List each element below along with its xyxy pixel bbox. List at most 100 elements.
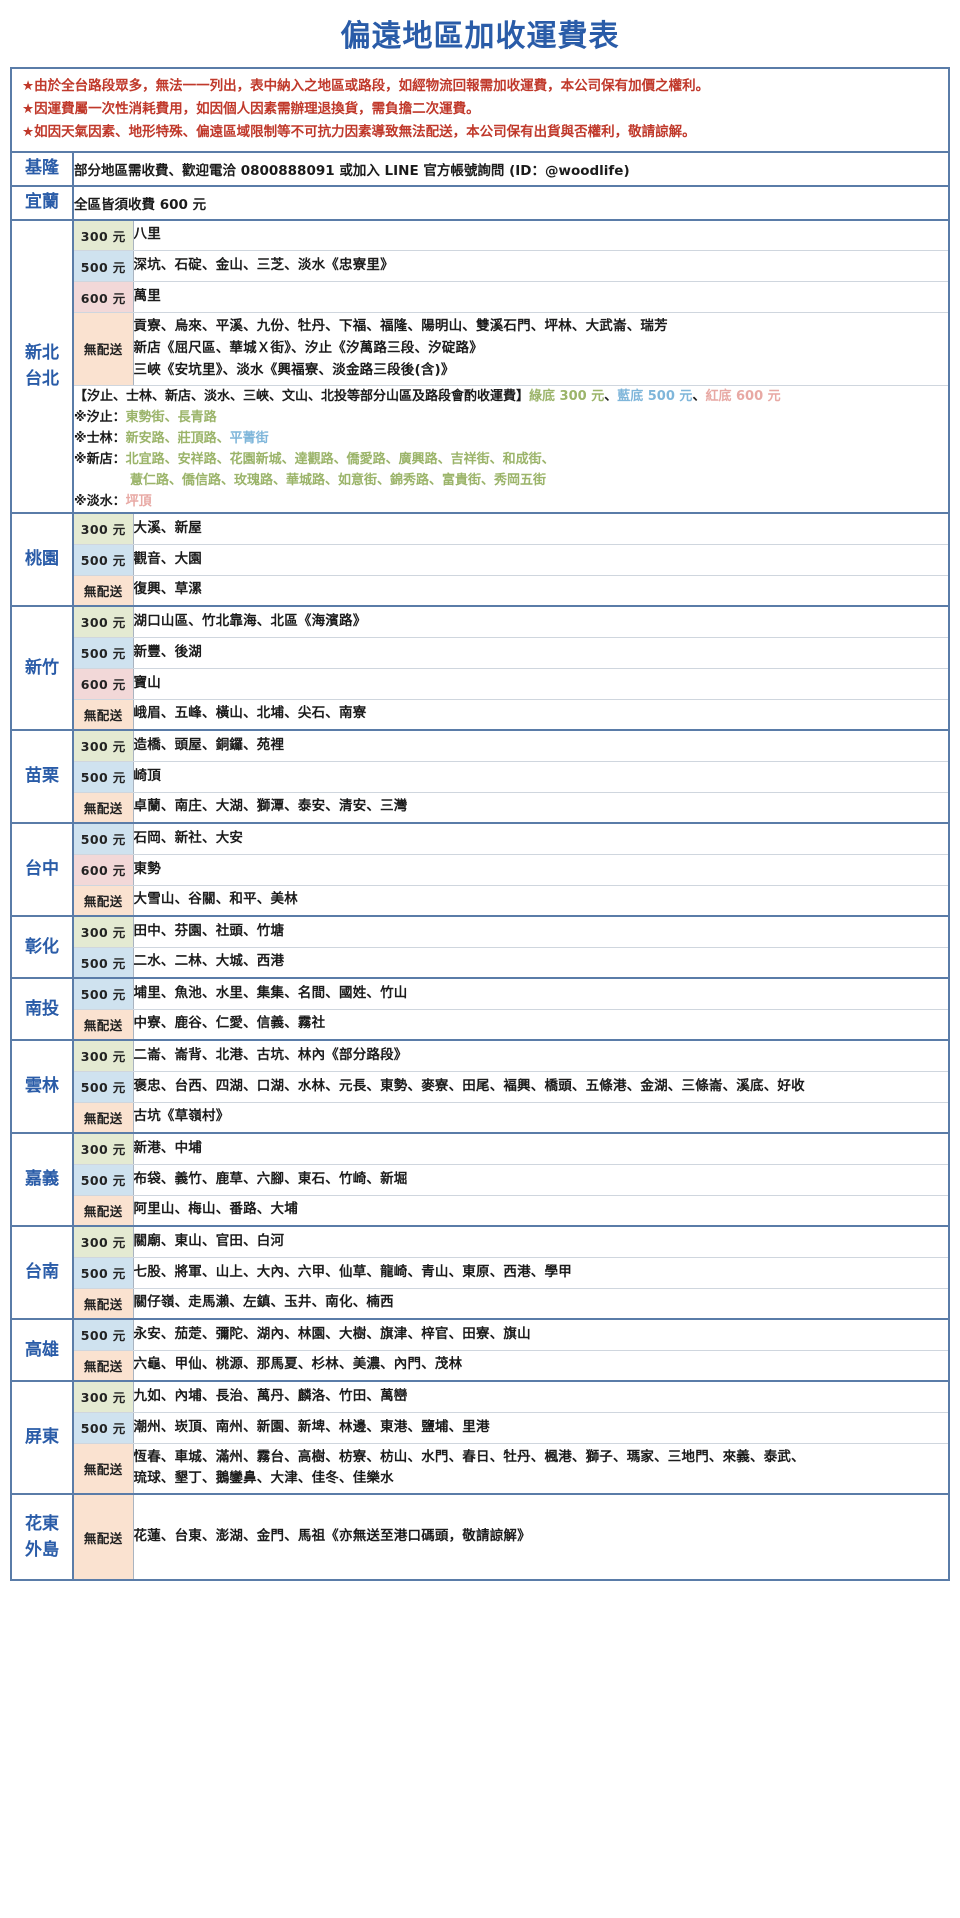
- area-cell: 六龜、甲仙、桃源、那馬夏、杉林、美濃、內門、茂林: [133, 1350, 949, 1381]
- area-cell: 東勢: [133, 854, 949, 886]
- table-row: 基隆 部分地區需收費、歡迎電洽 0800888091 或加入 LINE 官方帳號詢…: [11, 150, 949, 187]
- price-cell: 300 元: [73, 729, 134, 762]
- region-note: 全區皆須收費 600 元: [73, 184, 949, 221]
- special-note-item: ※汐止：東勢街、長青路: [74, 407, 948, 428]
- area-line: 琉球、墾丁、鵝鑾鼻、大津、佳冬、佳樂水: [133, 1470, 394, 1487]
- area-cell: 埔里、魚池、水里、集集、名間、國姓、竹山: [133, 977, 949, 1010]
- area-cell: 布袋、義竹、鹿草、六腳、東石、竹崎、新堀: [133, 1164, 949, 1196]
- area-cell: 關廟、東山、官田、白河: [133, 1225, 949, 1258]
- area-cell: 褒忠、台西、四湖、口湖、水林、元長、東勢、麥寮、田尾、褔興、橋頭、五條港、金湖、…: [133, 1071, 949, 1103]
- area-line: 新豐、後湖: [133, 643, 202, 660]
- area-line: 東勢: [133, 860, 161, 877]
- table-row: 台南 300 元關廟、東山、官田、白河: [11, 1225, 949, 1320]
- table-row: 無配送 卓蘭、南庄、大湖、獅潭、泰安、清安、三灣: [11, 792, 949, 824]
- region-label: 新竹: [11, 605, 74, 731]
- green-streets: 東勢街、長青路: [125, 409, 217, 425]
- price-cell: 300 元: [73, 1039, 134, 1072]
- area-cell: 關仔嶺、走馬瀨、左鎮、玉井、南化、楠西: [133, 1288, 949, 1319]
- table-row: 600 元寶山: [11, 668, 949, 700]
- legend-green: 綠底 300 元: [529, 388, 605, 404]
- table-row: 宜蘭 全區皆須收費 600 元: [11, 184, 949, 221]
- area-cell: 復興、草漯: [133, 575, 949, 606]
- price-cell: 500 元: [73, 761, 134, 793]
- area-line: 二崙、崙背、北港、古坑、林內《部分路段》: [133, 1046, 408, 1063]
- notice-line-2: ★因運費屬一次性消耗費用，如因個人因素需辦理退換貨，需負擔二次運費。: [22, 101, 480, 118]
- price-cell: 300 元: [73, 1225, 134, 1258]
- area-cell: 九如、內埔、長治、萬丹、麟洛、竹田、萬巒: [133, 1380, 949, 1413]
- price-cell: 500 元: [73, 977, 134, 1010]
- area-line: 新店《屈尺區、華城Ｘ街》、汐止《汐萬路三段、汐碇路》: [133, 340, 483, 357]
- table-row: 500 元新豐、後湖: [11, 637, 949, 669]
- table-row: 桃園 300 元大溪、新屋: [11, 512, 949, 607]
- price-cell: 無配送: [73, 1102, 134, 1134]
- table-row: 屏東 300 元九如、內埔、長治、萬丹、麟洛、竹田、萬巒: [11, 1380, 949, 1495]
- price-cell: 300 元: [73, 512, 134, 545]
- area-cell: 造橋、頭屋、銅鑼、苑裡: [133, 729, 949, 762]
- area-cell: 深坑、石碇、金山、三芝、淡水《忠寮里》: [133, 250, 949, 283]
- region-label: 苗栗: [11, 729, 74, 824]
- table-row: 嘉義 300 元新港、中埔: [11, 1132, 949, 1227]
- special-legend: 【汐止、士林、新店、淡水、三峽、文山、北投等部分山區及路段會酌收運費】綠底 30…: [74, 386, 948, 407]
- table-row: 無配送 阿里山、梅山、番路、大埔: [11, 1195, 949, 1227]
- table-row: 600 元東勢: [11, 854, 949, 886]
- area-line: 石岡、新社、大安: [133, 829, 244, 846]
- area-cell: 恆春、車城、滿州、霧台、高樹、枋寮、枋山、水門、春日、牡丹、楓港、獅子、瑪家、三…: [133, 1443, 949, 1494]
- red-streets: 坪頂: [125, 493, 152, 509]
- table-row: 500 元布袋、義竹、鹿草、六腳、東石、竹崎、新堀: [11, 1164, 949, 1196]
- area-cell: 崎頂: [133, 761, 949, 793]
- price-cell: 500 元: [73, 1164, 134, 1196]
- region-label: 高雄: [11, 1318, 74, 1382]
- price-cell: 500 元: [73, 544, 134, 576]
- region-label: 花東 外島: [11, 1493, 74, 1581]
- table-row: 500 元七股、將軍、山上、大內、六甲、仙草、龍崎、青山、東原、西港、學甲: [11, 1257, 949, 1289]
- region-label: 屏東: [11, 1380, 74, 1495]
- table-row: 500 元潮州、崁頂、南州、新園、新埤、林邊、東港、鹽埔、里港: [11, 1412, 949, 1444]
- area-line: 阿里山、梅山、番路、大埔: [133, 1201, 298, 1218]
- area-line: 深坑、石碇、金山、三芝、淡水《忠寮里》: [133, 257, 394, 274]
- area-line: 埔里、魚池、水里、集集、名間、國姓、竹山: [133, 984, 408, 1001]
- table-row: 無配送 貢寮、烏來、平溪、九份、牡丹、下福、福隆、陽明山、雙溪石門、坪林、大武崙、…: [11, 312, 949, 386]
- table-row: 苗栗 300 元造橋、頭屋、銅鑼、苑裡: [11, 729, 949, 824]
- area-line: 卓蘭、南庄、大湖、獅潭、泰安、清安、三灣: [133, 798, 408, 815]
- area-line: 潮州、崁頂、南州、新園、新埤、林邊、東港、鹽埔、里港: [133, 1418, 490, 1435]
- table-row: 彰化 300 元田中、芬園、社頭、竹塘: [11, 915, 949, 979]
- notice-line-3: ★如因天氣因素、地形特殊、偏遠區域限制等不可抗力因素導致無法配送，本公司保有出貨…: [22, 124, 696, 141]
- special-note-row: 【汐止、士林、新店、淡水、三峽、文山、北投等部分山區及路段會酌收運費】綠底 30…: [11, 384, 949, 514]
- region-label: 彰化: [11, 915, 74, 979]
- page-title: 偏遠地區加收運費表: [340, 19, 620, 54]
- special-note-label: ※淡水：: [74, 493, 126, 509]
- table-row: 500 元褒忠、台西、四湖、口湖、水林、元長、東勢、麥寮、田尾、褔興、橋頭、五條…: [11, 1071, 949, 1103]
- price-cell: 500 元: [73, 1071, 134, 1103]
- table-row: 新北 台北 300 元八里: [11, 218, 949, 514]
- area-cell: 貢寮、烏來、平溪、九份、牡丹、下福、福隆、陽明山、雙溪石門、坪林、大武崙、瑞芳新…: [133, 312, 949, 386]
- price-cell: 600 元: [73, 281, 134, 314]
- area-cell: 寶山: [133, 668, 949, 700]
- area-cell: 石岡、新社、大安: [133, 822, 949, 855]
- area-line: 貢寮、烏來、平溪、九份、牡丹、下福、福隆、陽明山、雙溪石門、坪林、大武崙、瑞芳: [133, 318, 668, 335]
- legend-red: 紅底 600 元: [705, 388, 781, 404]
- price-cell: 300 元: [73, 218, 134, 252]
- region-label: 宜蘭: [11, 184, 74, 220]
- region-label: 新北 台北: [11, 218, 74, 514]
- area-line: 八里: [133, 226, 161, 243]
- area-cell: 觀音、大園: [133, 544, 949, 576]
- special-note-item: 薏仁路、僑信路、玫瑰路、華城路、如意街、錦秀路、富貴街、秀岡五街: [74, 470, 948, 491]
- price-cell: 500 元: [73, 822, 134, 855]
- area-cell: 湖口山區、竹北靠海、北區《海濱路》: [133, 605, 949, 638]
- green-streets: 新安路、莊頂路、: [125, 430, 230, 446]
- table-row: 無配送 復興、草漯: [11, 575, 949, 607]
- area-line: 六龜、甲仙、桃源、那馬夏、杉林、美濃、內門、茂林: [133, 1356, 463, 1373]
- special-note-item: ※新店：北宜路、安祥路、花園新城、達觀路、僑愛路、廣興路、吉祥街、和成街、: [74, 449, 948, 470]
- table-row: 雲林 300 元二崙、崙背、北港、古坑、林內《部分路段》: [11, 1039, 949, 1134]
- region-label: 台中: [11, 822, 74, 917]
- area-line: 七股、將軍、山上、大內、六甲、仙草、龍崎、青山、東原、西港、學甲: [133, 1263, 572, 1280]
- price-cell: 300 元: [73, 1380, 134, 1413]
- area-line: 三峽《安坑里》、淡水《興福寮、淡金路三段後(含)》: [133, 361, 455, 378]
- region-label: 雲林: [11, 1039, 74, 1134]
- price-cell: 600 元: [73, 854, 134, 886]
- area-line: 大雪山、谷關、和平、美林: [133, 891, 298, 908]
- price-cell: 500 元: [73, 1257, 134, 1289]
- area-line: 花蓮、台東、澎湖、金門、馬祖《亦無送至港口碼頭，敬請諒解》: [133, 1528, 531, 1545]
- area-line: 田中、芬園、社頭、竹塘: [133, 922, 285, 939]
